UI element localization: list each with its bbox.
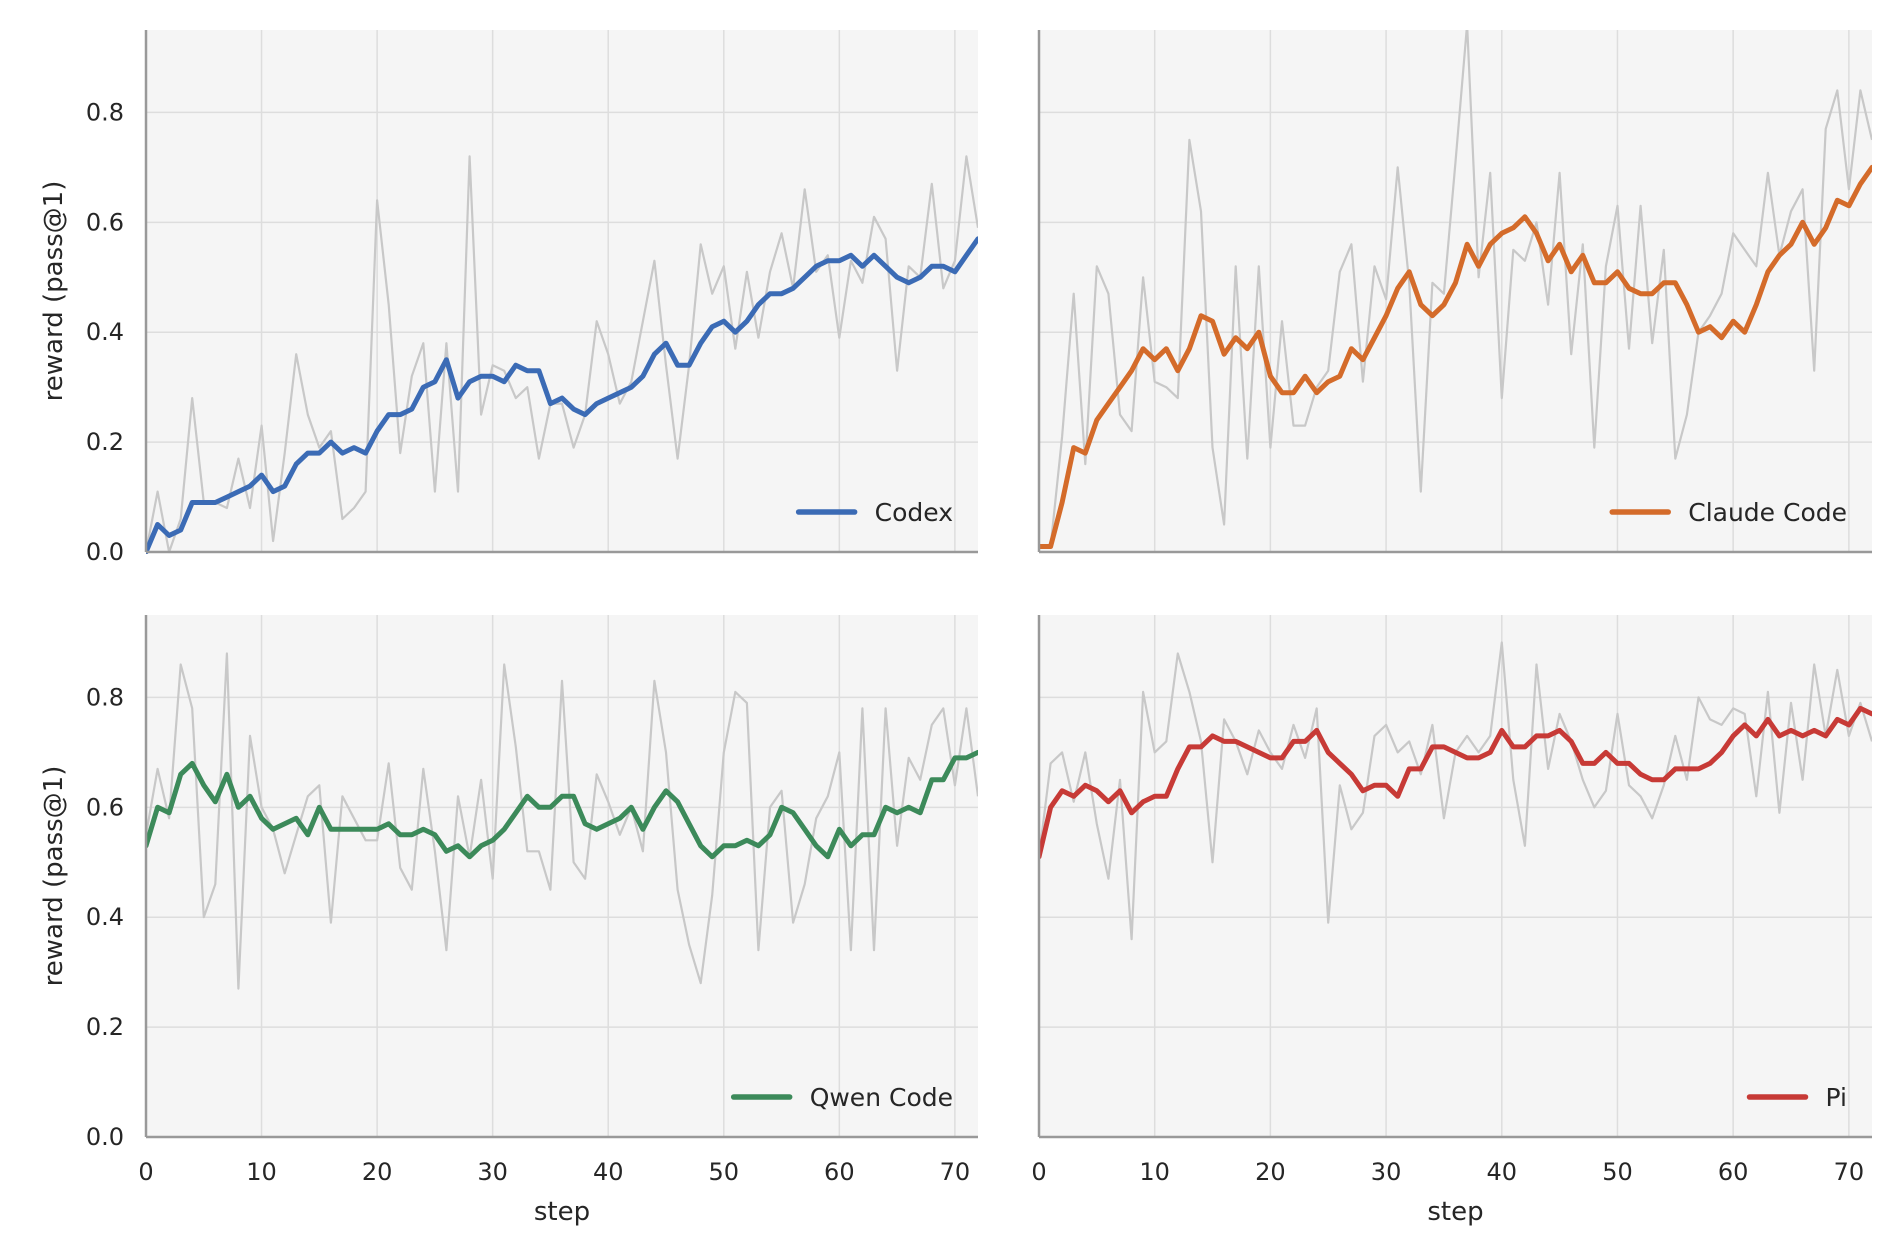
y-tick-label: 0.0	[86, 1123, 124, 1151]
panel-codex: 0.0 0.2 0.4 0.6 0.8 reward (pass@1) Codex	[39, 30, 978, 566]
panel-claude-code: Claude Code	[1037, 30, 1872, 554]
x-tick-label: 0	[1031, 1158, 1046, 1186]
x-tick-label: 60	[824, 1158, 855, 1186]
x-tick-label: 70	[1834, 1158, 1865, 1186]
x-tick-label: 40	[1487, 1158, 1518, 1186]
x-tick-label: 40	[593, 1158, 624, 1186]
x-tick-label: 0	[138, 1158, 153, 1186]
legend: Claude Code	[1609, 498, 1847, 527]
x-tick-label: 30	[477, 1158, 508, 1186]
y-axis-label: reward (pass@1)	[39, 181, 69, 402]
legend-label: Codex	[875, 498, 953, 527]
y-tick-label: 0.0	[86, 538, 124, 566]
y-tick-label: 0.6	[86, 793, 124, 821]
panel-pi: 0 10 20 30 40 50 60 70 step Pi	[1031, 615, 1872, 1227]
x-tick-label: 10	[246, 1158, 277, 1186]
y-tick-label: 0.2	[86, 428, 124, 456]
x-tick-label: 20	[362, 1158, 393, 1186]
plot-area	[1039, 615, 1872, 1137]
x-tick-label: 20	[1255, 1158, 1286, 1186]
y-tick-label: 0.4	[86, 903, 124, 931]
x-tick-label: 10	[1139, 1158, 1170, 1186]
x-tick-label: 50	[1602, 1158, 1633, 1186]
series-line-codex	[146, 236, 978, 554]
series-line-qwen-code	[146, 749, 978, 860]
legend-label: Qwen Code	[810, 1083, 953, 1112]
legend: Codex	[795, 498, 953, 527]
y-tick-label: 0.8	[86, 683, 124, 711]
series-line-pi	[1039, 705, 1872, 860]
plot-area	[1039, 30, 1872, 552]
x-axis-label: step	[534, 1197, 590, 1227]
x-tick-label: 60	[1718, 1158, 1749, 1186]
y-tick-label: 0.6	[86, 208, 124, 236]
y-tick-label: 0.8	[86, 98, 124, 126]
series-line-raw	[146, 155, 978, 554]
series-line-raw	[146, 652, 978, 990]
series-line-raw	[1039, 30, 1872, 548]
legend: Qwen Code	[730, 1083, 953, 1112]
x-tick-label: 30	[1371, 1158, 1402, 1186]
legend-label: Claude Code	[1688, 498, 1847, 527]
series-line-claude-code	[1039, 164, 1872, 549]
y-tick-label: 0.2	[86, 1013, 124, 1041]
legend-label: Pi	[1826, 1083, 1847, 1112]
x-axis-label: step	[1427, 1197, 1483, 1227]
legend: Pi	[1746, 1083, 1847, 1112]
x-tick-label: 70	[940, 1158, 971, 1186]
y-axis-label: reward (pass@1)	[39, 766, 69, 987]
x-tick-label: 50	[709, 1158, 740, 1186]
y-tick-label: 0.4	[86, 318, 124, 346]
plot-area	[146, 30, 978, 552]
panel-qwen-code: 0.0 0.2 0.4 0.6 0.8 reward (pass@1) 0 10 20 30 40 5…	[39, 615, 978, 1227]
